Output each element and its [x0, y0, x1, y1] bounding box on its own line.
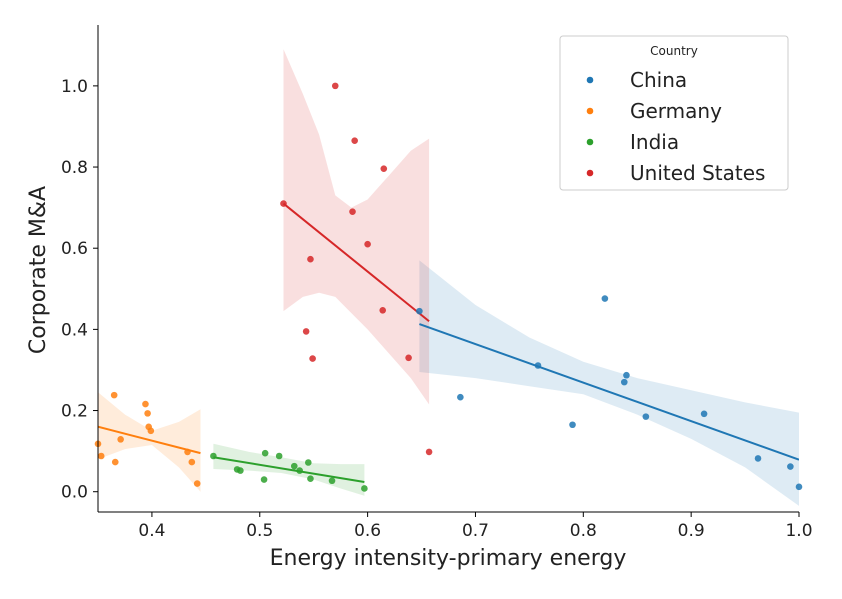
china-point — [795, 483, 803, 491]
china-regression-line — [419, 323, 799, 461]
china-point — [787, 463, 794, 470]
legend: Country China Germany India United States — [559, 35, 789, 191]
united-states-point — [379, 307, 387, 314]
united-states-confidence-band — [283, 49, 430, 405]
legend-label: China — [630, 68, 687, 92]
legend-item-germany: Germany — [586, 99, 722, 123]
china-point — [623, 371, 630, 379]
united-states-point — [331, 82, 339, 90]
legend-frame — [559, 35, 789, 191]
china-point — [620, 378, 628, 386]
legend-title: Country — [650, 44, 698, 58]
germany-point — [110, 391, 118, 399]
legend-marker — [586, 76, 594, 84]
germany-point — [147, 427, 155, 435]
x-tick-label: 0.7 — [462, 521, 489, 541]
germany-point — [184, 448, 191, 456]
y-tick-label: 0.2 — [61, 402, 88, 422]
china-point — [569, 421, 576, 429]
india-regression-line — [213, 456, 365, 483]
united-states-point — [307, 255, 314, 263]
legend-label: Germany — [630, 99, 722, 123]
united-states-point — [349, 208, 356, 215]
x-tick-label: 1.0 — [785, 521, 812, 541]
india-point — [296, 467, 303, 474]
germany-confidence-band — [98, 392, 201, 492]
data-points — [94, 82, 803, 492]
legend-items: China Germany India United States — [586, 68, 765, 185]
legend-marker — [586, 169, 594, 177]
china-point — [457, 393, 464, 401]
germany-point — [97, 452, 105, 460]
united-states-regression-line — [282, 202, 430, 323]
india-point — [260, 476, 268, 483]
y-tick-label: 0.4 — [61, 320, 88, 340]
x-tick-label: 0.9 — [678, 521, 705, 541]
germany-point — [193, 480, 201, 487]
india-point — [328, 477, 336, 485]
united-states-point — [405, 354, 412, 362]
x-tick-label: 0.5 — [246, 521, 273, 541]
china-point — [416, 307, 423, 315]
germany-point — [111, 458, 119, 466]
india-point — [261, 449, 269, 457]
united-states-point — [364, 240, 371, 248]
x-tick-label: 0.6 — [354, 521, 381, 541]
legend-label: India — [630, 130, 679, 154]
united-states-point — [309, 355, 316, 362]
y-tick-label: 0.6 — [61, 239, 88, 259]
legend-item-china: China — [586, 68, 687, 92]
legend-marker — [586, 138, 594, 146]
india-point — [361, 485, 368, 492]
united-states-point — [425, 448, 433, 456]
y-tick-label: 0.0 — [61, 483, 88, 503]
legend-item-india: India — [586, 130, 679, 154]
united-states-point — [280, 200, 287, 207]
china-point — [534, 362, 542, 369]
china-confidence-band — [419, 260, 799, 506]
united-states-point — [351, 137, 358, 144]
germany-regression-line — [98, 425, 201, 455]
legend-marker — [586, 107, 594, 115]
x-tick-label: 0.8 — [570, 521, 597, 541]
germany-point — [117, 436, 124, 443]
y-tick-label: 0.8 — [61, 158, 88, 178]
india-point — [210, 452, 217, 460]
united-states-point — [302, 328, 310, 335]
china-point — [601, 295, 609, 302]
y-tick-label: 1.0 — [61, 77, 88, 97]
x-ticks: 0.4 0.5 0.6 0.7 0.8 0.9 1.0 — [138, 512, 813, 541]
germany-point — [144, 410, 151, 417]
x-tick-label: 0.4 — [138, 521, 165, 541]
india-point — [307, 475, 314, 483]
y-axis-label: Corporate M&A — [26, 186, 51, 354]
y-ticks: 0.0 0.2 0.4 0.6 0.8 1.0 — [61, 77, 98, 503]
china-point — [642, 413, 650, 420]
legend-item-united-states: United States — [586, 161, 765, 185]
x-axis-label: Energy intensity-primary energy — [270, 546, 627, 571]
china-point — [754, 455, 762, 462]
confidence-bands — [98, 49, 799, 506]
regression-lines — [98, 202, 799, 483]
legend-label: United States — [630, 161, 765, 185]
india-point — [275, 452, 283, 460]
china-point — [700, 410, 708, 418]
germany-point — [188, 458, 196, 466]
india-point — [305, 459, 312, 466]
germany-point — [142, 400, 149, 408]
india-point — [290, 462, 298, 470]
india-point — [237, 467, 244, 474]
axes — [97, 25, 799, 513]
united-states-point — [380, 165, 388, 172]
